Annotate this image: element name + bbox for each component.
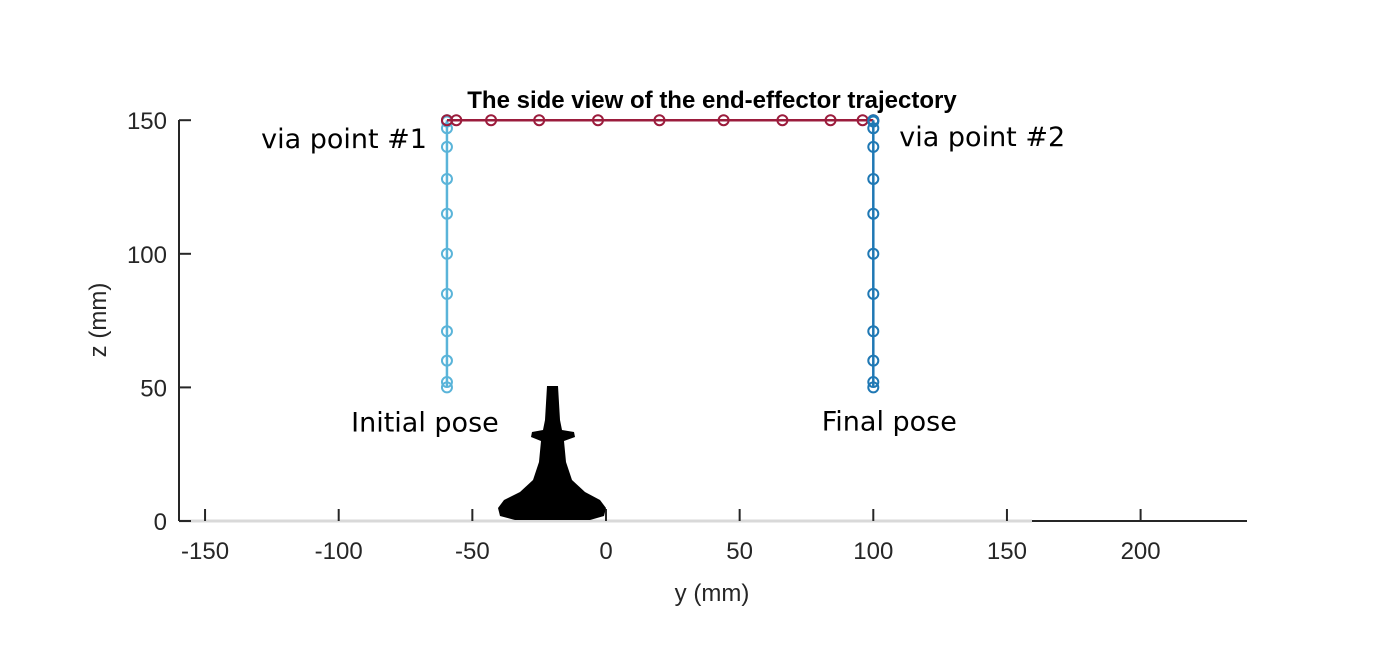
x-tick-label: 0 [599,538,612,565]
x-ticks: -150 -100 -50 0 50 100 150 200 [181,509,1161,565]
data-point [485,114,498,127]
data-point [440,381,453,394]
x-tick-label: 200 [1121,538,1161,565]
data-point [440,172,453,185]
chart-title: The side view of the end-effector trajec… [467,87,957,114]
y-tick-label: 100 [127,242,167,269]
data-point [867,376,880,389]
annotation-label: Final pose [822,406,957,437]
data-point [867,325,880,338]
data-point [776,114,789,127]
x-tick-label: -150 [181,538,229,565]
data-point [440,287,453,300]
data-point [591,114,604,127]
data-point [440,122,453,135]
data-point [867,354,880,367]
data-point [440,207,453,220]
data-point [450,114,463,127]
robot-base-silhouette [498,386,606,520]
data-point [824,114,837,127]
data-point [867,207,880,220]
axes [178,120,1247,523]
y-tick-label: 0 [154,509,167,536]
data-point [867,381,880,394]
annotation-label: via point #2 [899,122,1065,153]
data-point [440,354,453,367]
data-point [440,325,453,338]
data-point [867,287,880,300]
y-tick-label: 150 [127,108,167,135]
x-tick-label: 100 [853,538,893,565]
data-point [867,115,880,128]
y-ticks: 0 50 100 150 [127,108,191,536]
x-tick-label: 150 [987,538,1027,565]
x-tick-label: -50 [455,538,490,565]
series-layer [440,114,880,394]
x-tick-label: -100 [315,538,363,565]
y-tick-label: 50 [140,375,167,402]
data-point [440,376,453,389]
data-point [653,114,666,127]
annotation-label: via point #1 [261,124,427,155]
x-axis-label: y (mm) [675,580,750,607]
data-point [440,140,453,153]
data-point [440,247,453,260]
annotations: via point #1 via point #2 Initial pose Fina… [261,122,1065,438]
data-point [717,114,730,127]
y-axis-label: z (mm) [85,283,112,358]
data-point [867,172,880,185]
data-point [533,114,546,127]
data-point [867,122,880,135]
data-point [867,247,880,260]
annotation-label: Initial pose [351,407,499,438]
data-point [867,140,880,153]
x-tick-label: 50 [726,538,753,565]
